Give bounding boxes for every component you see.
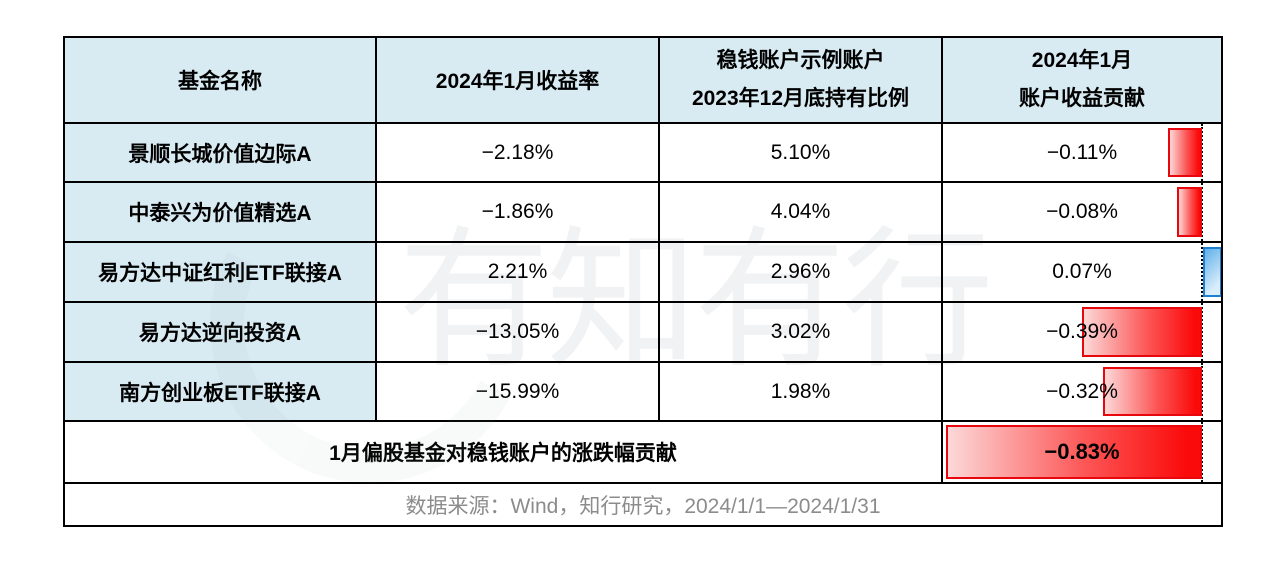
contribution-value: −0.11% <box>1046 140 1118 164</box>
zero-axis-line <box>1201 363 1203 420</box>
contribution-cell: 0.07% <box>943 243 1221 303</box>
contribution-bar <box>1203 247 1221 297</box>
contribution-cell: −0.39% <box>943 303 1221 363</box>
zero-axis-line <box>1201 124 1203 181</box>
contribution-cell: −0.32% <box>943 363 1221 422</box>
return-cell: −2.18% <box>377 124 660 183</box>
header-contribution-line1: 2024年1月 <box>1031 49 1133 72</box>
contribution-bar <box>1168 128 1202 177</box>
total-contribution-value: −0.83% <box>1044 439 1120 464</box>
header-holding-line1: 稳钱账户示例账户 <box>716 49 885 72</box>
fund-name-cell: 易方达逆向投资A <box>65 303 377 363</box>
zero-axis-line <box>1201 243 1203 301</box>
contribution-bar <box>1081 307 1202 357</box>
holding-cell: 4.04% <box>660 183 943 243</box>
data-source-note: 数据来源：Wind，知行研究，2024/1/1—2024/1/31 <box>405 494 881 518</box>
contribution-value: −0.39% <box>1046 320 1118 343</box>
fund-name-cell: 易方达中证红利ETF联接A <box>65 243 377 303</box>
header-holding: 稳钱账户示例账户 2023年12月底持有比例 <box>660 38 943 124</box>
holding-cell: 1.98% <box>660 363 943 422</box>
contribution-cell: −0.11% <box>943 124 1221 183</box>
contribution-bar <box>1103 367 1202 416</box>
header-contribution: 2024年1月 账户收益贡献 <box>943 38 1221 124</box>
header-fund-name: 基金名称 <box>65 38 377 124</box>
zero-axis-line <box>1201 422 1203 482</box>
contribution-value: −0.08% <box>1046 200 1118 223</box>
fund-name-cell: 南方创业板ETF联接A <box>65 363 377 422</box>
header-return: 2024年1月收益率 <box>377 38 660 124</box>
fund-contribution-table: 基金名称 2024年1月收益率 稳钱账户示例账户 2023年12月底持有比例 2… <box>63 36 1223 527</box>
contribution-bar <box>1177 187 1202 237</box>
total-contribution-cell: −0.83% <box>943 422 1221 484</box>
header-contribution-line2: 账户收益贡献 <box>1019 87 1145 110</box>
zero-axis-line <box>1201 303 1203 361</box>
fund-name-cell: 中泰兴为价值精选A <box>65 183 377 243</box>
return-cell: 2.21% <box>377 243 660 303</box>
contribution-value: 0.07% <box>1052 260 1112 283</box>
fund-name-cell: 景顺长城价值边际A <box>65 124 377 183</box>
return-cell: −15.99% <box>377 363 660 422</box>
total-label-cell: 1月偏股基金对稳钱账户的涨跌幅贡献 <box>65 422 943 484</box>
header-holding-line2: 2023年12月底持有比例 <box>691 87 910 110</box>
contribution-value: −0.32% <box>1046 379 1118 403</box>
total-contribution-bar <box>946 425 1202 479</box>
return-cell: −1.86% <box>377 183 660 243</box>
return-cell: −13.05% <box>377 303 660 363</box>
holding-cell: 3.02% <box>660 303 943 363</box>
zero-axis-line <box>1201 183 1203 241</box>
holding-cell: 5.10% <box>660 124 943 183</box>
contribution-cell: −0.08% <box>943 183 1221 243</box>
holding-cell: 2.96% <box>660 243 943 303</box>
